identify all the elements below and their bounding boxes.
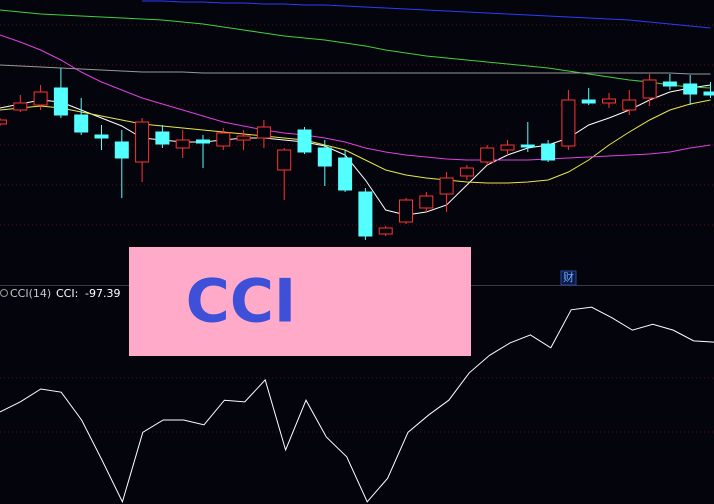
candle-body (500, 144, 515, 151)
candle-body (94, 134, 109, 139)
candle-body (480, 147, 495, 163)
candle-body (581, 99, 596, 104)
candle-body (419, 195, 434, 209)
candle-body (114, 141, 129, 159)
price-panel (0, 0, 714, 240)
candle-body (439, 177, 454, 195)
candle-body (74, 114, 89, 133)
candle-body (642, 79, 657, 99)
candle-body (662, 81, 677, 87)
candle-body (317, 147, 332, 167)
event-marker: 财 (563, 270, 574, 284)
candle-body (236, 135, 251, 141)
indicator-prefix: CCI: (56, 287, 78, 300)
candle-body (683, 83, 698, 95)
moving-average-line (0, 64, 711, 75)
candle-body (277, 149, 292, 171)
candle-body (13, 102, 28, 111)
candle-body (216, 132, 231, 147)
indicator-value: -97.39 (85, 287, 120, 300)
moving-average-line (0, 99, 711, 184)
moving-average-line (0, 9, 711, 89)
candle-body (338, 157, 353, 191)
candle-body (399, 199, 413, 223)
moving-average-line (0, 34, 711, 161)
candle-body (0, 119, 7, 125)
cci-line (0, 306, 714, 504)
candle-body (703, 91, 714, 96)
cci-panel (0, 306, 714, 504)
candle-body (378, 227, 393, 235)
candle-body (175, 139, 190, 149)
candle-body (196, 139, 210, 144)
overlay-box (129, 247, 471, 356)
candle-body (256, 126, 271, 139)
overlay-label: CCI (186, 267, 296, 337)
candle-body (541, 143, 556, 161)
moving-average-line (0, 84, 711, 216)
candle-body (622, 99, 637, 111)
candle-body (155, 131, 170, 145)
indicator-icon (0, 289, 8, 297)
candle-body (520, 144, 535, 148)
candle-body (358, 191, 373, 237)
candle-body (53, 87, 68, 116)
indicator-name: CCI(14) (10, 287, 51, 300)
candle-body (459, 167, 474, 177)
candle-body (602, 98, 616, 104)
candle-body (297, 129, 312, 153)
candle-body (33, 91, 48, 106)
candle-body (135, 121, 150, 163)
candle-body (561, 99, 576, 147)
moving-average-line (142, 0, 711, 29)
marker-box (560, 270, 577, 286)
